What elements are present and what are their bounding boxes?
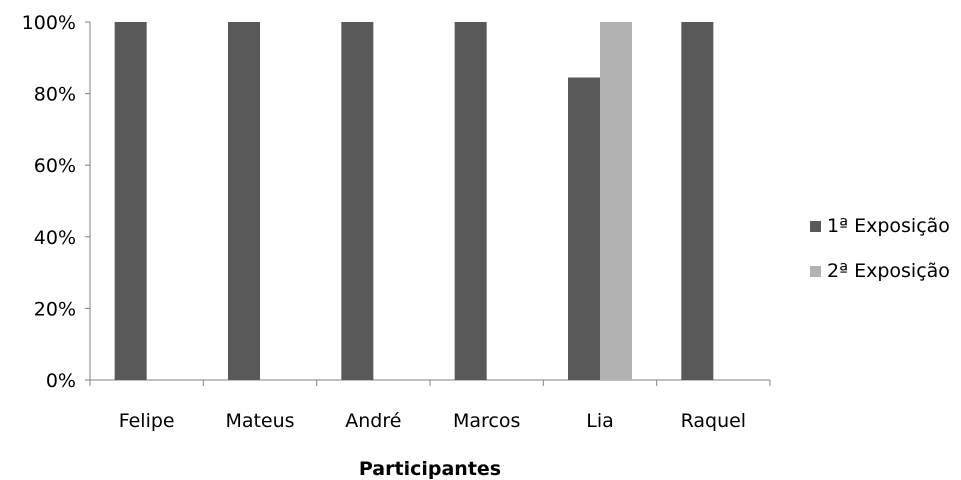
y-tick-label: 20% bbox=[34, 298, 76, 320]
bar bbox=[114, 22, 147, 380]
x-axis-title: Participantes bbox=[359, 458, 501, 480]
x-tick-label: André bbox=[345, 410, 401, 432]
legend-label: 1ª Exposição bbox=[827, 215, 950, 237]
y-axis: 0% 20% 40% 60% 80% 100% bbox=[22, 12, 91, 392]
legend: 1ª Exposição 2ª Exposição bbox=[810, 215, 950, 282]
y-tick-label: 40% bbox=[34, 227, 76, 249]
bars bbox=[114, 22, 714, 381]
x-tick-label: Mateus bbox=[225, 410, 294, 432]
x-tick-label: Marcos bbox=[453, 410, 520, 432]
legend-label: 2ª Exposição bbox=[827, 260, 950, 282]
legend-swatch bbox=[810, 221, 821, 232]
y-tick-label: 100% bbox=[22, 12, 76, 34]
y-tick-label: 60% bbox=[34, 155, 76, 177]
x-axis: Felipe Mateus André Marcos Lia Raquel bbox=[89, 379, 771, 432]
bar bbox=[341, 22, 374, 380]
x-tick-label: Raquel bbox=[681, 410, 747, 432]
bar bbox=[681, 22, 714, 380]
y-tick-label: 80% bbox=[34, 84, 76, 106]
y-tick-label: 0% bbox=[46, 370, 76, 392]
bar bbox=[600, 22, 632, 380]
bar bbox=[454, 22, 487, 380]
bar bbox=[568, 77, 600, 381]
x-tick-label: Felipe bbox=[119, 410, 175, 432]
bar bbox=[228, 22, 260, 380]
legend-swatch bbox=[810, 266, 821, 277]
x-tick-label: Lia bbox=[586, 410, 614, 432]
